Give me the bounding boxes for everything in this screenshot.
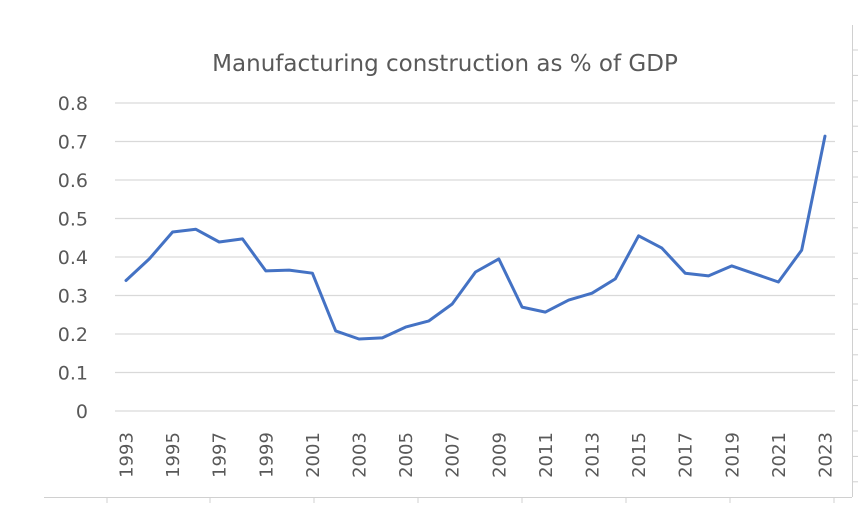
x-tick-label: 2001 [303, 432, 324, 478]
chart-title: Manufacturing construction as % of GDP [212, 51, 678, 77]
y-tick-label: 0.6 [58, 170, 88, 192]
x-tick-label: 2017 [676, 432, 697, 478]
y-tick-label: 0.5 [58, 209, 88, 231]
x-tick-label: 2021 [769, 432, 790, 478]
y-tick-label: 0.4 [58, 247, 88, 269]
x-tick-label: 2013 [583, 432, 604, 478]
x-tick-label: 1995 [163, 432, 184, 478]
y-tick-label: 0.3 [58, 286, 88, 308]
y-tick-label: 0.1 [58, 363, 88, 385]
x-tick-label: 2009 [489, 432, 510, 478]
x-tick-label: 2015 [629, 432, 650, 478]
x-tick-label: 2023 [816, 432, 837, 478]
x-axis-ticks: 1993 1995 1997 1999 2001 2003 2005 2007 2009 2011… [117, 432, 837, 478]
x-tick-label: 1997 [210, 432, 231, 478]
gridlines [115, 102, 835, 412]
sheet-cell-marks [106, 49, 858, 503]
x-tick-label: 2005 [396, 432, 417, 478]
y-tick-label: 0.2 [58, 324, 88, 346]
series-line [124, 134, 827, 341]
x-tick-label: 2011 [536, 432, 557, 478]
series-layer [124, 134, 827, 341]
x-tick-label: 1993 [117, 432, 138, 478]
x-tick-label: 2019 [722, 432, 743, 478]
x-tick-label: 1999 [256, 432, 277, 478]
y-tick-label: 0 [76, 401, 88, 423]
y-tick-label: 0.8 [58, 93, 88, 115]
x-tick-label: 2007 [443, 432, 464, 478]
x-tick-label: 2003 [350, 432, 371, 478]
y-axis-ticks: 0 0.1 0.2 0.3 0.4 0.5 0.6 0.7 0.8 [58, 93, 88, 423]
y-tick-label: 0.7 [58, 132, 88, 154]
